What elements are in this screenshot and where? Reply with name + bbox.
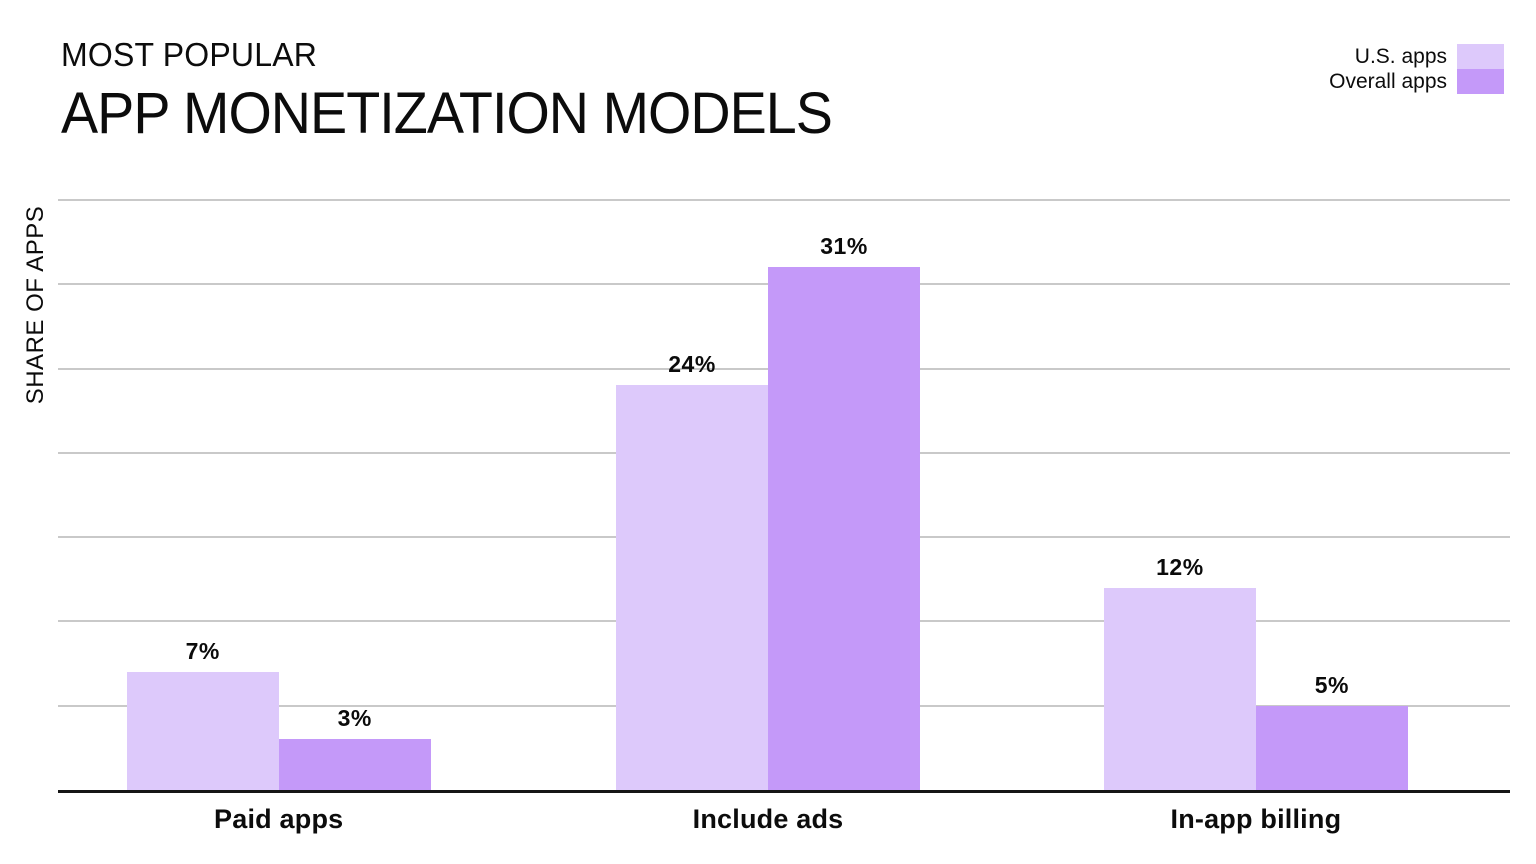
bar-u-s-apps-in-app-billing: 12% xyxy=(1103,554,1256,790)
bar-group-include-ads: 24% 31% xyxy=(616,200,921,790)
bar-value-label-overall-apps-include-ads: 31% xyxy=(820,233,868,260)
plot-area: 7% 3% 24% 31% 12% 5% xyxy=(58,199,1510,793)
y-axis-label: SHARE OF APPS xyxy=(22,205,49,405)
bar-overall-apps-include-ads: 31% xyxy=(768,233,921,790)
bar-group-in-app-billing: 12% 5% xyxy=(1103,200,1408,790)
bar-value-label-u-s-apps-in-app-billing: 12% xyxy=(1156,553,1204,580)
legend-label-us-apps: U.S. apps xyxy=(1354,44,1447,68)
bar-group-paid-apps: 7% 3% xyxy=(126,200,431,790)
legend-swatch-overall-apps xyxy=(1457,69,1504,94)
bar-value-label-overall-apps-in-app-billing: 5% xyxy=(1314,671,1350,698)
category-label-paid-apps: Paid apps xyxy=(214,804,344,834)
bar-value-label-u-s-apps-paid-apps: 7% xyxy=(185,638,220,664)
legend-swatch-us-apps xyxy=(1457,44,1504,69)
chart-kicker: MOST POPULAR xyxy=(61,36,318,73)
legend-row-overall-apps: Overall apps xyxy=(1329,69,1504,94)
legend: U.S. apps Overall apps xyxy=(1329,44,1504,94)
legend-row-us-apps: U.S. apps xyxy=(1329,44,1504,69)
bar-u-s-apps-include-ads: 24% xyxy=(616,351,769,790)
gridline-35 xyxy=(58,199,1510,201)
chart-title: APP MONETIZATION MODELS xyxy=(61,81,833,146)
chart-header: MOST POPULAR APP MONETIZATION MODELS xyxy=(61,36,864,147)
category-label-include-ads: Include ads xyxy=(692,804,844,834)
legend-label-overall-apps: Overall apps xyxy=(1329,69,1447,93)
bar-value-label-overall-apps-paid-apps: 3% xyxy=(337,705,372,732)
bar-u-s-apps-paid-apps: 7% xyxy=(126,638,279,790)
bar-overall-apps-paid-apps: 3% xyxy=(278,705,431,790)
x-axis-labels: Paid apps Include ads In-app billing xyxy=(58,793,1510,853)
bar-overall-apps-in-app-billing: 5% xyxy=(1255,672,1408,790)
category-label-in-app-billing: In-app billing xyxy=(1170,804,1342,834)
bar-value-label-u-s-apps-include-ads: 24% xyxy=(668,351,716,378)
